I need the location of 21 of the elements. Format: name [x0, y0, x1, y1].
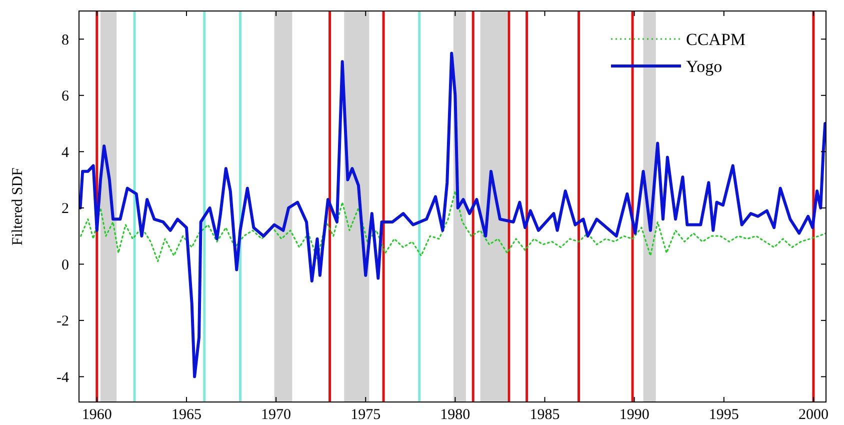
x-tick-label: 1965 — [171, 407, 202, 423]
x-tick-label: 1995 — [708, 407, 739, 423]
x-tick-label: 1980 — [440, 407, 470, 423]
legend-label: CCAPM — [686, 30, 746, 49]
line-series — [79, 52, 826, 378]
y-tick-label: -2 — [56, 314, 69, 330]
x-tick-label: 1960 — [82, 407, 112, 423]
x-tick-label: 1985 — [530, 407, 560, 423]
x-tick-label: 1990 — [619, 407, 650, 423]
y-axis-title: Filtered SDF — [10, 168, 26, 246]
y-tick-label: 2 — [62, 201, 69, 218]
legend-label: Yogo — [686, 56, 722, 76]
y-tick-label: 4 — [62, 144, 70, 161]
y-tick-label: 0 — [62, 257, 69, 274]
x-tick-label: 2000 — [798, 407, 828, 423]
y-tick-label: 6 — [62, 88, 70, 105]
line-series — [80, 190, 826, 262]
y-tick-label: -4 — [56, 370, 70, 386]
x-tick-label: 1970 — [261, 407, 292, 423]
x-tick-label: 1975 — [350, 407, 381, 423]
y-tick-label: 8 — [62, 32, 69, 48]
